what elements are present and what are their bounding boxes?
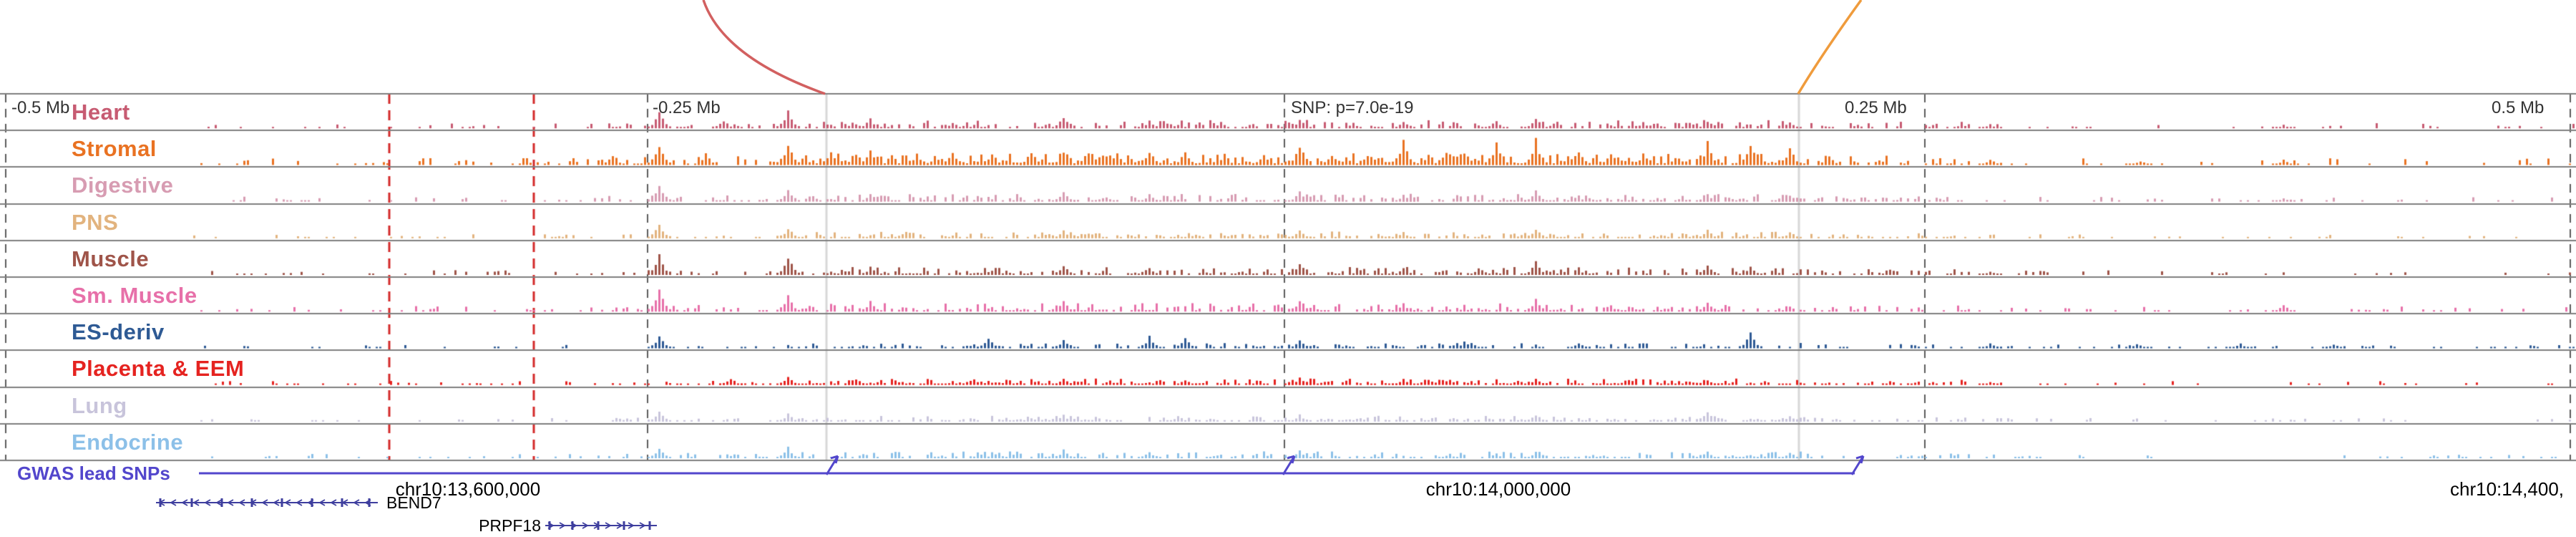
genomic-coordinate-label: chr10:14,000,000 [1425, 478, 1571, 500]
scale-tick-label: 0.25 Mb [1845, 98, 1907, 117]
scale-tick-label: 0.5 Mb [2492, 98, 2545, 117]
track-label-endocrine[interactable]: Endocrine [72, 429, 184, 455]
track-label-placenta-eem[interactable]: Placenta & EEM [72, 356, 245, 382]
track-label-stromal[interactable]: Stromal [72, 136, 157, 162]
snp-pvalue-label: SNP: p=7.0e-19 [1291, 98, 1414, 117]
scale-tick-label: -0.5 Mb [11, 98, 70, 117]
track-label-muscle[interactable]: Muscle [72, 246, 150, 271]
gene-label-prpf18[interactable]: PRPF18 [479, 516, 541, 535]
gene-label-bend7[interactable]: BEND7 [386, 493, 441, 512]
track-label-digestive[interactable]: Digestive [72, 173, 174, 198]
track-label-sm-muscle[interactable]: Sm. Muscle [72, 283, 197, 308]
track-label-lung[interactable]: Lung [72, 392, 127, 418]
gwas-track-label[interactable]: GWAS lead SNPs [17, 463, 170, 484]
track-label-es-deriv[interactable]: ES-deriv [72, 319, 165, 345]
genomic-coordinate-label: chr10:14,400, [2450, 478, 2565, 500]
scale-tick-label: -0.25 Mb [653, 98, 721, 117]
track-label-heart[interactable]: Heart [72, 100, 130, 125]
genomic-coordinate-label: chr10:13,600,000 [395, 478, 541, 500]
track-label-pns[interactable]: PNS [72, 209, 119, 235]
